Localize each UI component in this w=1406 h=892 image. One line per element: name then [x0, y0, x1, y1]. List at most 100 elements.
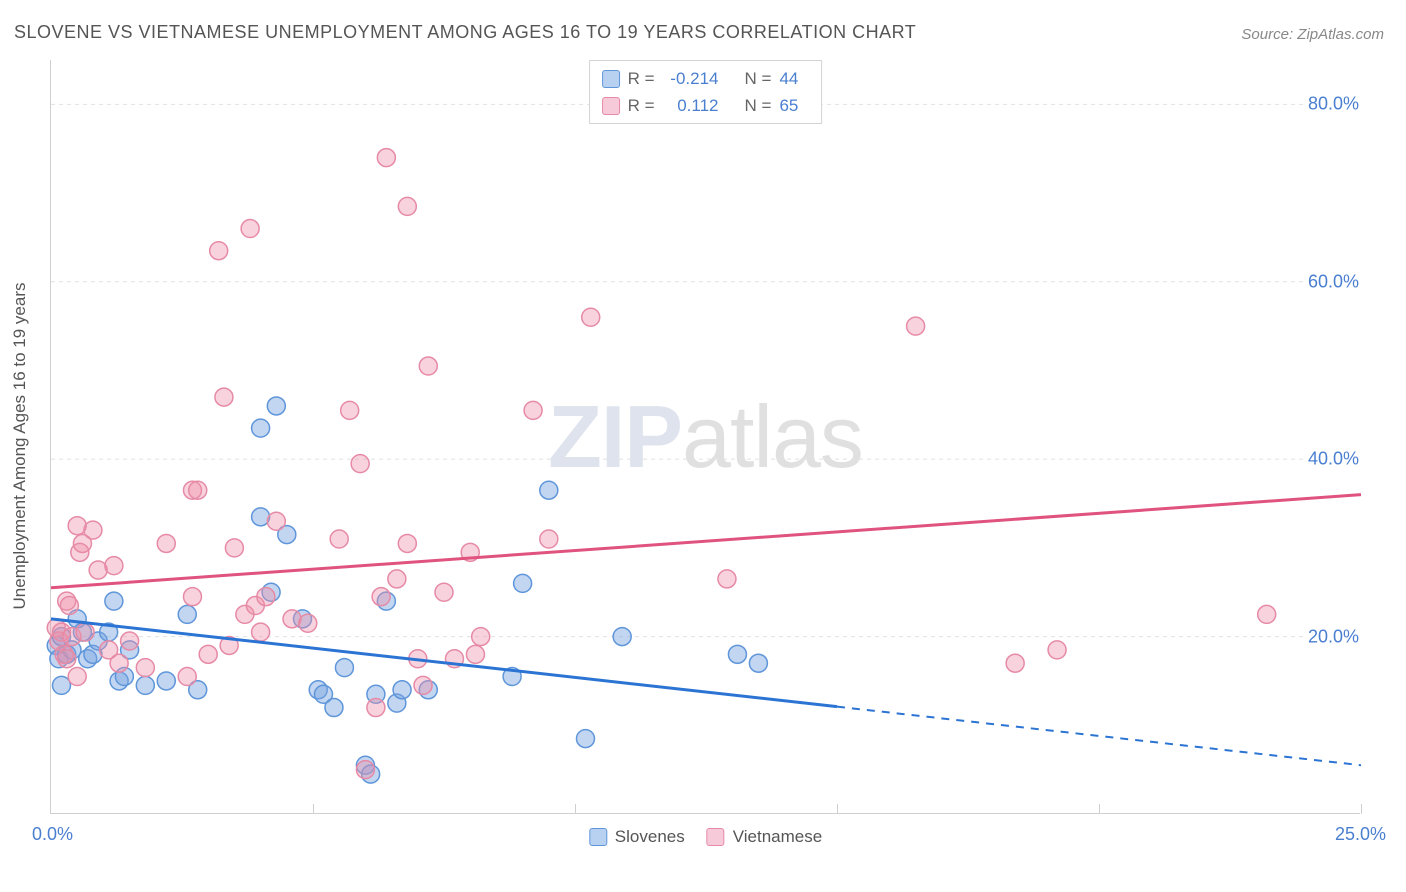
legend-swatch-vietnamese: [602, 97, 620, 115]
scatter-point-vietnamese: [225, 539, 243, 557]
y-axis-tick-label: 20.0%: [1304, 626, 1363, 647]
r-value-vietnamese: 0.112: [663, 92, 719, 119]
plot-svg: [51, 60, 1360, 813]
plot-area: ZIPatlas R = -0.214 N = 44 R = 0.112 N =…: [50, 60, 1360, 814]
scatter-point-vietnamese: [110, 654, 128, 672]
source-attribution: Source: ZipAtlas.com: [1241, 26, 1384, 43]
legend-row-vietnamese: R = 0.112 N = 65: [602, 92, 810, 119]
scatter-point-slovenes: [393, 681, 411, 699]
scatter-point-vietnamese: [341, 401, 359, 419]
scatter-point-slovenes: [105, 592, 123, 610]
trend-line-vietnamese: [51, 495, 1361, 588]
r-label: R =: [628, 65, 655, 92]
chart-container: SLOVENE VS VIETNAMESE UNEMPLOYMENT AMONG…: [0, 0, 1406, 892]
scatter-point-slovenes: [335, 659, 353, 677]
x-axis-max-label: 25.0%: [1335, 824, 1386, 845]
scatter-point-vietnamese: [257, 588, 275, 606]
r-label: R =: [628, 92, 655, 119]
scatter-point-vietnamese: [210, 242, 228, 260]
legend-swatch-vietnamese: [707, 828, 725, 846]
scatter-point-vietnamese: [58, 650, 76, 668]
scatter-point-vietnamese: [419, 357, 437, 375]
scatter-point-vietnamese: [907, 317, 925, 335]
y-axis-tick-label: 80.0%: [1304, 94, 1363, 115]
scatter-point-vietnamese: [435, 583, 453, 601]
scatter-point-vietnamese: [157, 534, 175, 552]
scatter-point-vietnamese: [299, 614, 317, 632]
n-value-slovenes: 44: [779, 65, 809, 92]
scatter-point-vietnamese: [76, 623, 94, 641]
scatter-point-vietnamese: [466, 645, 484, 663]
scatter-point-vietnamese: [351, 455, 369, 473]
scatter-point-vietnamese: [1006, 654, 1024, 672]
trend-line-dashed-slovenes: [837, 707, 1361, 766]
scatter-point-slovenes: [325, 699, 343, 717]
legend-item-vietnamese: Vietnamese: [707, 827, 822, 847]
scatter-point-slovenes: [514, 574, 532, 592]
scatter-point-slovenes: [576, 730, 594, 748]
x-axis-tick: [837, 804, 838, 814]
y-axis-tick-label: 40.0%: [1304, 449, 1363, 470]
scatter-point-slovenes: [52, 676, 70, 694]
x-axis-tick: [575, 804, 576, 814]
scatter-point-vietnamese: [136, 659, 154, 677]
scatter-point-vietnamese: [367, 699, 385, 717]
scatter-point-vietnamese: [398, 197, 416, 215]
scatter-point-vietnamese: [414, 676, 432, 694]
scatter-point-vietnamese: [178, 668, 196, 686]
scatter-point-slovenes: [267, 397, 285, 415]
legend-series: Slovenes Vietnamese: [589, 827, 822, 847]
legend-item-slovenes: Slovenes: [589, 827, 685, 847]
n-value-vietnamese: 65: [779, 92, 809, 119]
x-axis-tick: [1099, 804, 1100, 814]
legend-label-vietnamese: Vietnamese: [733, 827, 822, 847]
scatter-point-vietnamese: [1258, 605, 1276, 623]
x-axis-tick: [1361, 804, 1362, 814]
scatter-point-vietnamese: [121, 632, 139, 650]
scatter-point-vietnamese: [68, 668, 86, 686]
scatter-point-slovenes: [252, 419, 270, 437]
source-prefix: Source:: [1241, 26, 1297, 43]
scatter-point-vietnamese: [388, 570, 406, 588]
legend-correlation: R = -0.214 N = 44 R = 0.112 N = 65: [589, 60, 823, 124]
trend-line-slovenes: [51, 619, 837, 707]
scatter-point-vietnamese: [252, 623, 270, 641]
scatter-point-vietnamese: [189, 481, 207, 499]
scatter-point-vietnamese: [1048, 641, 1066, 659]
scatter-point-vietnamese: [398, 534, 416, 552]
scatter-point-vietnamese: [372, 588, 390, 606]
scatter-point-vietnamese: [524, 401, 542, 419]
scatter-point-vietnamese: [267, 512, 285, 530]
scatter-point-vietnamese: [60, 597, 78, 615]
scatter-point-vietnamese: [215, 388, 233, 406]
scatter-point-slovenes: [136, 676, 154, 694]
legend-label-slovenes: Slovenes: [615, 827, 685, 847]
scatter-point-vietnamese: [105, 557, 123, 575]
scatter-point-slovenes: [540, 481, 558, 499]
scatter-point-vietnamese: [582, 308, 600, 326]
chart-title: SLOVENE VS VIETNAMESE UNEMPLOYMENT AMONG…: [14, 22, 916, 43]
scatter-point-slovenes: [728, 645, 746, 663]
legend-swatch-slovenes: [589, 828, 607, 846]
scatter-point-vietnamese: [472, 628, 490, 646]
n-label: N =: [745, 65, 772, 92]
scatter-point-vietnamese: [84, 521, 102, 539]
scatter-point-vietnamese: [356, 761, 374, 779]
scatter-point-vietnamese: [183, 588, 201, 606]
scatter-point-vietnamese: [330, 530, 348, 548]
scatter-point-slovenes: [749, 654, 767, 672]
x-axis-min-label: 0.0%: [32, 824, 73, 845]
y-axis-tick-label: 60.0%: [1304, 271, 1363, 292]
scatter-point-vietnamese: [241, 220, 259, 238]
r-value-slovenes: -0.214: [663, 65, 719, 92]
scatter-point-slovenes: [178, 605, 196, 623]
x-axis-tick: [313, 804, 314, 814]
scatter-point-vietnamese: [199, 645, 217, 663]
y-axis-title: Unemployment Among Ages 16 to 19 years: [10, 283, 30, 610]
n-label: N =: [745, 92, 772, 119]
scatter-point-vietnamese: [718, 570, 736, 588]
scatter-point-slovenes: [613, 628, 631, 646]
legend-swatch-slovenes: [602, 70, 620, 88]
source-name: ZipAtlas.com: [1297, 26, 1384, 43]
legend-row-slovenes: R = -0.214 N = 44: [602, 65, 810, 92]
